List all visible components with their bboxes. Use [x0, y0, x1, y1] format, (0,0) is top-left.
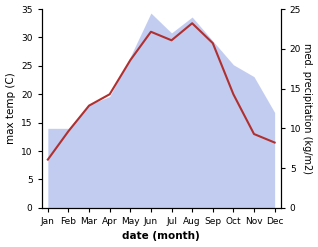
Y-axis label: max temp (C): max temp (C) — [5, 73, 16, 144]
X-axis label: date (month): date (month) — [122, 231, 200, 242]
Y-axis label: med. precipitation (kg/m2): med. precipitation (kg/m2) — [302, 43, 313, 174]
